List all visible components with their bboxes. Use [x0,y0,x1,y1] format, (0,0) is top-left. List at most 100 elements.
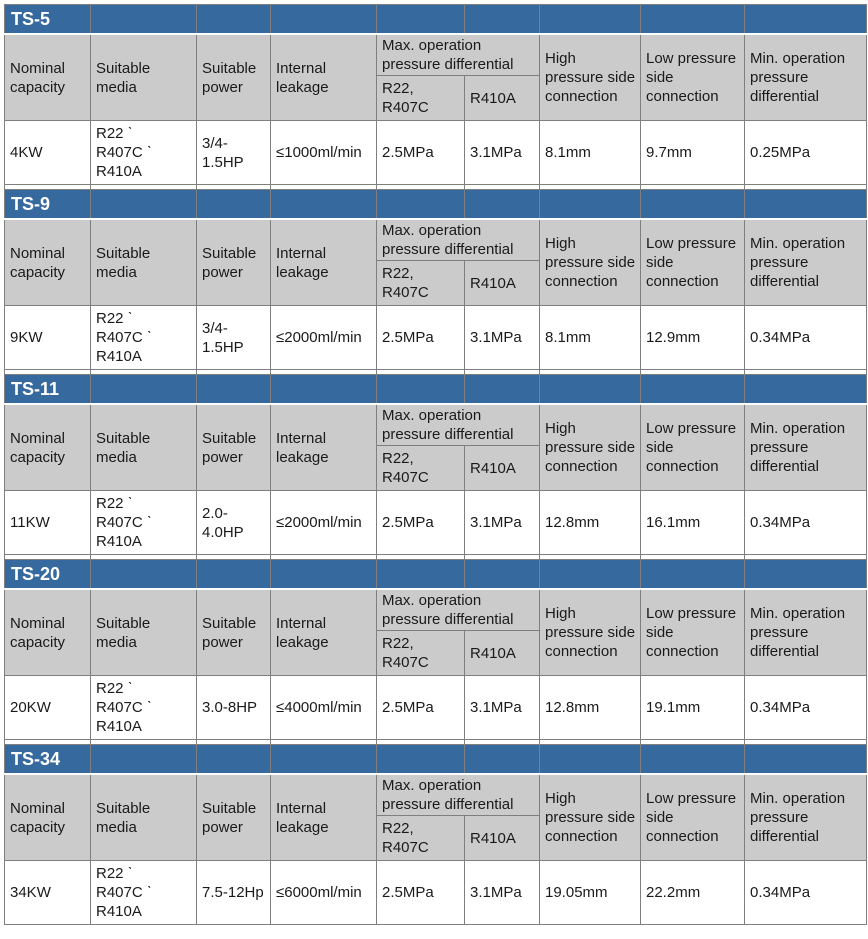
header-low-pressure-side: Low pressure side connection [640,218,745,307]
cell-min-operation-pd: 0.34MPa [744,490,867,556]
cell-max-pd-r410a: 3.1MPa [464,860,540,926]
header-suitable-media: Suitable media [90,218,197,307]
title-filler-cell [744,744,867,776]
section-ts-34: TS-34 Nominal capacity Suitable media Su… [4,744,867,926]
header-suitable-media: Suitable media [90,403,197,492]
title-filler-cell [539,374,641,406]
cell-internal-leakage: ≤4000ml/min [270,675,377,741]
title-filler-cell [464,189,540,221]
cell-low-pressure-side: 12.9mm [640,305,745,371]
header-r410a: R410A [464,75,540,122]
header-r22-r407c: R22, R407C [376,75,465,122]
header-r410a: R410A [464,815,540,862]
header-internal-leakage: Internal leakage [270,33,377,122]
model-name: TS-20 [4,559,91,591]
header-max-operation-pd: Max. operation pressure differential [376,403,540,447]
header-low-pressure-side: Low pressure side connection [640,33,745,122]
cell-max-pd-r22-r407c: 2.5MPa [376,860,465,926]
title-filler-cell [640,189,745,221]
header-nominal-capacity: Nominal capacity [4,218,91,307]
model-name: TS-34 [4,744,91,776]
spacer-cell [744,554,867,561]
title-filler-cell [539,559,641,591]
title-filler-cell [270,559,377,591]
cell-high-pressure-side: 12.8mm [539,490,641,556]
cell-suitable-media: R22 ˋ R407C ˋ R410A [90,860,197,926]
title-filler-cell [539,4,641,35]
header-suitable-power: Suitable power [196,588,271,677]
cell-max-pd-r22-r407c: 2.5MPa [376,305,465,371]
section-data-row: 34KW R22 ˋ R407C ˋ R410A 7.5-12Hp ≤6000m… [4,860,867,926]
title-filler-cell [640,744,745,776]
header-min-operation-pd: Min. operation pressure differential [744,773,867,862]
cell-high-pressure-side: 19.05mm [539,860,641,926]
title-filler-cell [196,189,271,221]
header-nominal-capacity: Nominal capacity [4,773,91,862]
model-name: TS-11 [4,374,91,406]
title-filler-cell [90,374,197,406]
cell-suitable-power: 3/4-1.5HP [196,120,271,186]
section-title-row: TS-20 [4,559,867,591]
title-filler-cell [744,374,867,406]
section-header-row: Nominal capacity Suitable media Suitable… [4,33,867,122]
section-data-row: 4KW R22 ˋ R407C ˋ R410A 3/4-1.5HP ≤1000m… [4,120,867,186]
cell-internal-leakage: ≤2000ml/min [270,305,377,371]
section-subheader-row: R22, R407C R410A [5,815,867,862]
cell-min-operation-pd: 0.34MPa [744,675,867,741]
cell-nominal-capacity: 11KW [4,490,91,556]
cell-low-pressure-side: 16.1mm [640,490,745,556]
header-suitable-power: Suitable power [196,773,271,862]
header-min-operation-pd: Min. operation pressure differential [744,588,867,677]
header-r22-r407c: R22, R407C [376,630,465,677]
model-name: TS-9 [4,189,91,221]
cell-nominal-capacity: 9KW [4,305,91,371]
title-filler-cell [270,4,377,35]
cell-max-pd-r410a: 3.1MPa [464,120,540,186]
section-title-row: TS-34 [4,744,867,776]
cell-suitable-power: 2.0-4.0HP [196,490,271,556]
title-filler-cell [270,744,377,776]
title-filler-cell [744,559,867,591]
cell-internal-leakage: ≤6000ml/min [270,860,377,926]
cell-high-pressure-side: 12.8mm [539,675,641,741]
section-subheader-row: R22, R407C R410A [5,445,867,492]
section-spacer-row [4,369,867,376]
cell-max-pd-r410a: 3.1MPa [464,305,540,371]
header-r22-r407c: R22, R407C [376,260,465,307]
title-filler-cell [90,4,197,35]
header-nominal-capacity: Nominal capacity [4,33,91,122]
header-high-pressure-side: High pressure side connection [539,218,641,307]
cell-max-pd-r22-r407c: 2.5MPa [376,675,465,741]
title-filler-cell [464,559,540,591]
header-max-operation-pd: Max. operation pressure differential [376,773,540,817]
section-data-row: 11KW R22 ˋ R407C ˋ R410A 2.0-4.0HP ≤2000… [4,490,867,556]
header-high-pressure-side: High pressure side connection [539,33,641,122]
title-filler-cell [376,559,465,591]
cell-nominal-capacity: 20KW [4,675,91,741]
header-suitable-power: Suitable power [196,218,271,307]
title-filler-cell [90,189,197,221]
section-header-row: Nominal capacity Suitable media Suitable… [4,218,867,307]
spacer-cell [744,739,867,746]
header-suitable-media: Suitable media [90,773,197,862]
cell-max-pd-r22-r407c: 2.5MPa [376,120,465,186]
title-filler-cell [376,4,465,35]
header-suitable-media: Suitable media [90,588,197,677]
header-max-operation-pd: Max. operation pressure differential [376,33,540,77]
header-min-operation-pd: Min. operation pressure differential [744,33,867,122]
header-suitable-media: Suitable media [90,33,197,122]
cell-min-operation-pd: 0.34MPa [744,860,867,926]
cell-suitable-media: R22 ˋ R407C ˋ R410A [90,120,197,186]
title-filler-cell [539,189,641,221]
section-title-row: TS-11 [4,374,867,406]
cell-internal-leakage: ≤2000ml/min [270,490,377,556]
title-filler-cell [640,4,745,35]
header-nominal-capacity: Nominal capacity [4,403,91,492]
title-filler-cell [464,374,540,406]
title-filler-cell [744,189,867,221]
section-header-row: Nominal capacity Suitable media Suitable… [4,773,867,862]
title-filler-cell [376,374,465,406]
header-internal-leakage: Internal leakage [270,403,377,492]
cell-suitable-media: R22 ˋ R407C ˋ R410A [90,490,197,556]
cell-high-pressure-side: 8.1mm [539,120,641,186]
